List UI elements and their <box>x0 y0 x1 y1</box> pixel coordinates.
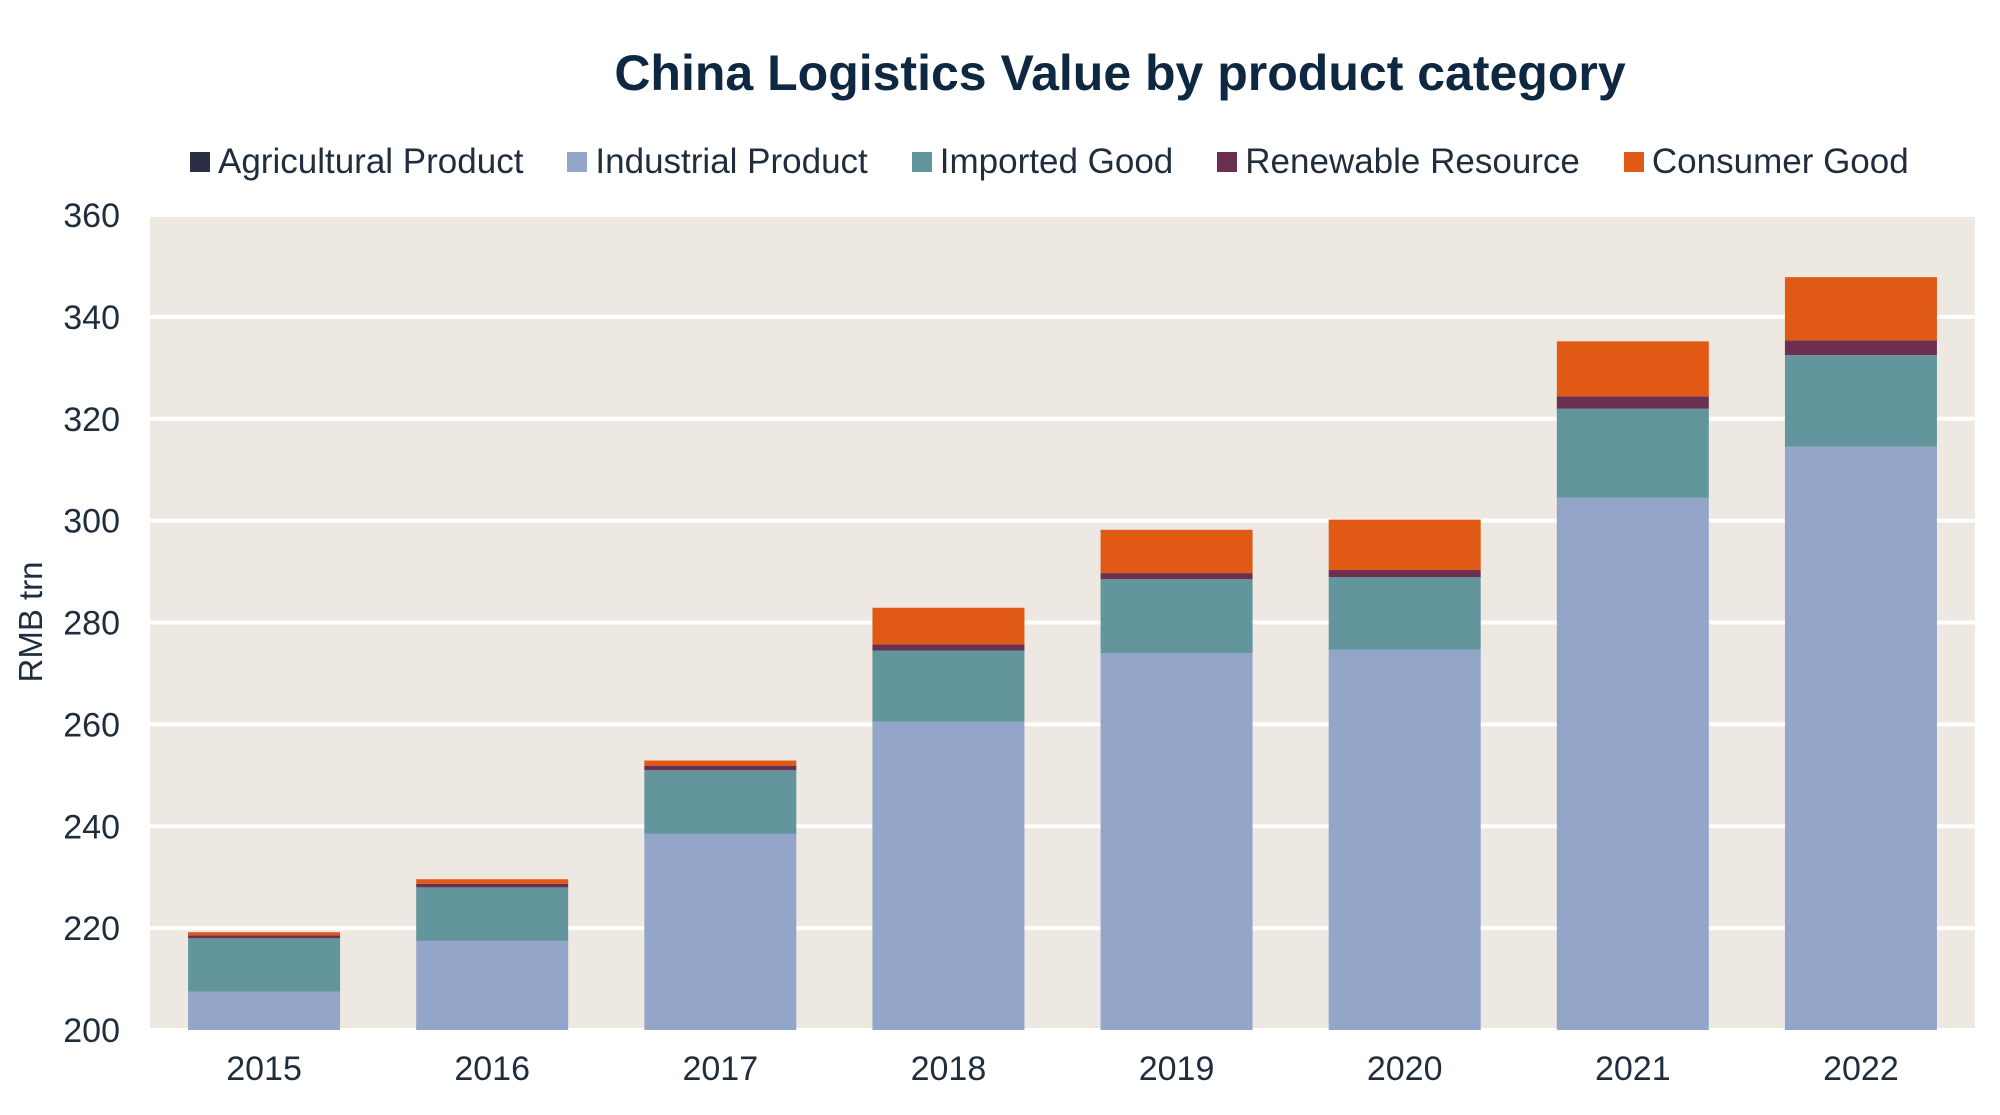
legend-label: Imported Good <box>939 142 1174 181</box>
bar-segment-industrial-product-2022 <box>1784 446 1937 1030</box>
legend-label: Consumer Good <box>1651 142 1909 181</box>
bar-segment-renewable-resource-2021 <box>1556 396 1709 409</box>
legend-label: Industrial Product <box>595 142 868 181</box>
bar-segment-consumer-good-2018 <box>872 607 1025 645</box>
bar-segment-consumer-good-2022 <box>1784 277 1937 341</box>
legend-swatch <box>190 152 210 172</box>
legend-item: Renewable Resource <box>1217 142 1580 182</box>
x-tick-label: 2018 <box>911 1050 987 1088</box>
y-tick-label: 340 <box>63 299 120 337</box>
y-tick-label: 200 <box>63 1012 120 1050</box>
bar-segment-renewable-resource-2017 <box>644 765 797 771</box>
bar-segment-consumer-good-2017 <box>644 760 797 766</box>
x-tick-label: 2020 <box>1367 1050 1443 1088</box>
legend-swatch <box>1217 152 1238 172</box>
bar-segment-industrial-product-2019 <box>1100 653 1253 1030</box>
legend-item: Agricultural Product <box>190 142 523 182</box>
bar-segment-consumer-good-2019 <box>1100 529 1253 574</box>
bar-segment-renewable-resource-2022 <box>1784 340 1937 356</box>
y-tick-labels: 200 220 240 260 280 300 320 340 360 <box>63 197 120 1050</box>
bar-segment-industrial-product-2021 <box>1556 497 1709 1030</box>
legend-swatch <box>911 152 932 172</box>
bar-segment-renewable-resource-2016 <box>416 883 569 888</box>
y-tick-label: 360 <box>63 197 120 235</box>
x-tick-label: 2022 <box>1823 1050 1899 1088</box>
y-tick-label: 260 <box>63 706 120 744</box>
bar-segment-consumer-good-2016 <box>416 879 569 884</box>
x-tick-label: 2021 <box>1595 1050 1671 1088</box>
bar-segment-imported-good-2020 <box>1328 577 1481 650</box>
bar-segment-industrial-product-2015 <box>188 991 341 1030</box>
bar-segment-renewable-resource-2018 <box>872 644 1025 651</box>
bar-segment-imported-good-2018 <box>872 650 1025 722</box>
bar-segment-industrial-product-2018 <box>872 721 1025 1030</box>
legend: Agricultural Product Industrial Product Im… <box>190 140 1953 184</box>
x-tick-label: 2015 <box>226 1050 302 1088</box>
legend-item: Consumer Good <box>1623 142 1909 182</box>
legend-swatch <box>567 152 588 172</box>
x-tick-label: 2019 <box>1139 1050 1215 1088</box>
y-tick-label: 240 <box>63 808 120 846</box>
legend-label: Agricultural Product <box>218 142 524 181</box>
y-tick-label: 220 <box>63 910 120 948</box>
y-tick-label: 280 <box>63 605 120 643</box>
x-tick-label: 2017 <box>682 1050 758 1088</box>
x-tick-labels: 2015 2016 2017 2018 2019 2020 2021 2022 <box>226 1050 1899 1088</box>
legend-label: Renewable Resource <box>1245 142 1580 181</box>
bar-segment-renewable-resource-2019 <box>1100 573 1253 580</box>
bar-segment-imported-good-2017 <box>644 770 797 834</box>
bar-segment-industrial-product-2016 <box>416 940 569 1030</box>
x-tick-label: 2016 <box>454 1050 530 1088</box>
bar-segment-renewable-resource-2015 <box>188 935 341 939</box>
y-tick-label: 320 <box>63 401 120 439</box>
bar-segment-consumer-good-2021 <box>1556 341 1709 397</box>
bar-segment-imported-good-2015 <box>188 938 341 992</box>
bars <box>188 277 1937 1030</box>
bar-segment-renewable-resource-2020 <box>1328 570 1481 578</box>
y-tick-label: 300 <box>63 503 120 541</box>
bar-segment-industrial-product-2017 <box>644 833 797 1030</box>
y-axis-label: RMB trn <box>12 561 49 682</box>
chart-title: China Logistics Value by product categor… <box>614 45 1626 101</box>
bar-segment-imported-good-2016 <box>416 887 569 941</box>
bar-segment-consumer-good-2015 <box>188 932 341 936</box>
bar-segment-imported-good-2021 <box>1556 408 1709 498</box>
bar-segment-imported-good-2019 <box>1100 579 1253 654</box>
bar-segment-consumer-good-2020 <box>1328 519 1481 571</box>
bar-segment-industrial-product-2020 <box>1328 649 1481 1030</box>
legend-swatch <box>1623 152 1644 172</box>
legend-item: Imported Good <box>911 142 1174 182</box>
legend-item: Industrial Product <box>567 142 868 182</box>
bar-segment-imported-good-2022 <box>1784 355 1937 447</box>
